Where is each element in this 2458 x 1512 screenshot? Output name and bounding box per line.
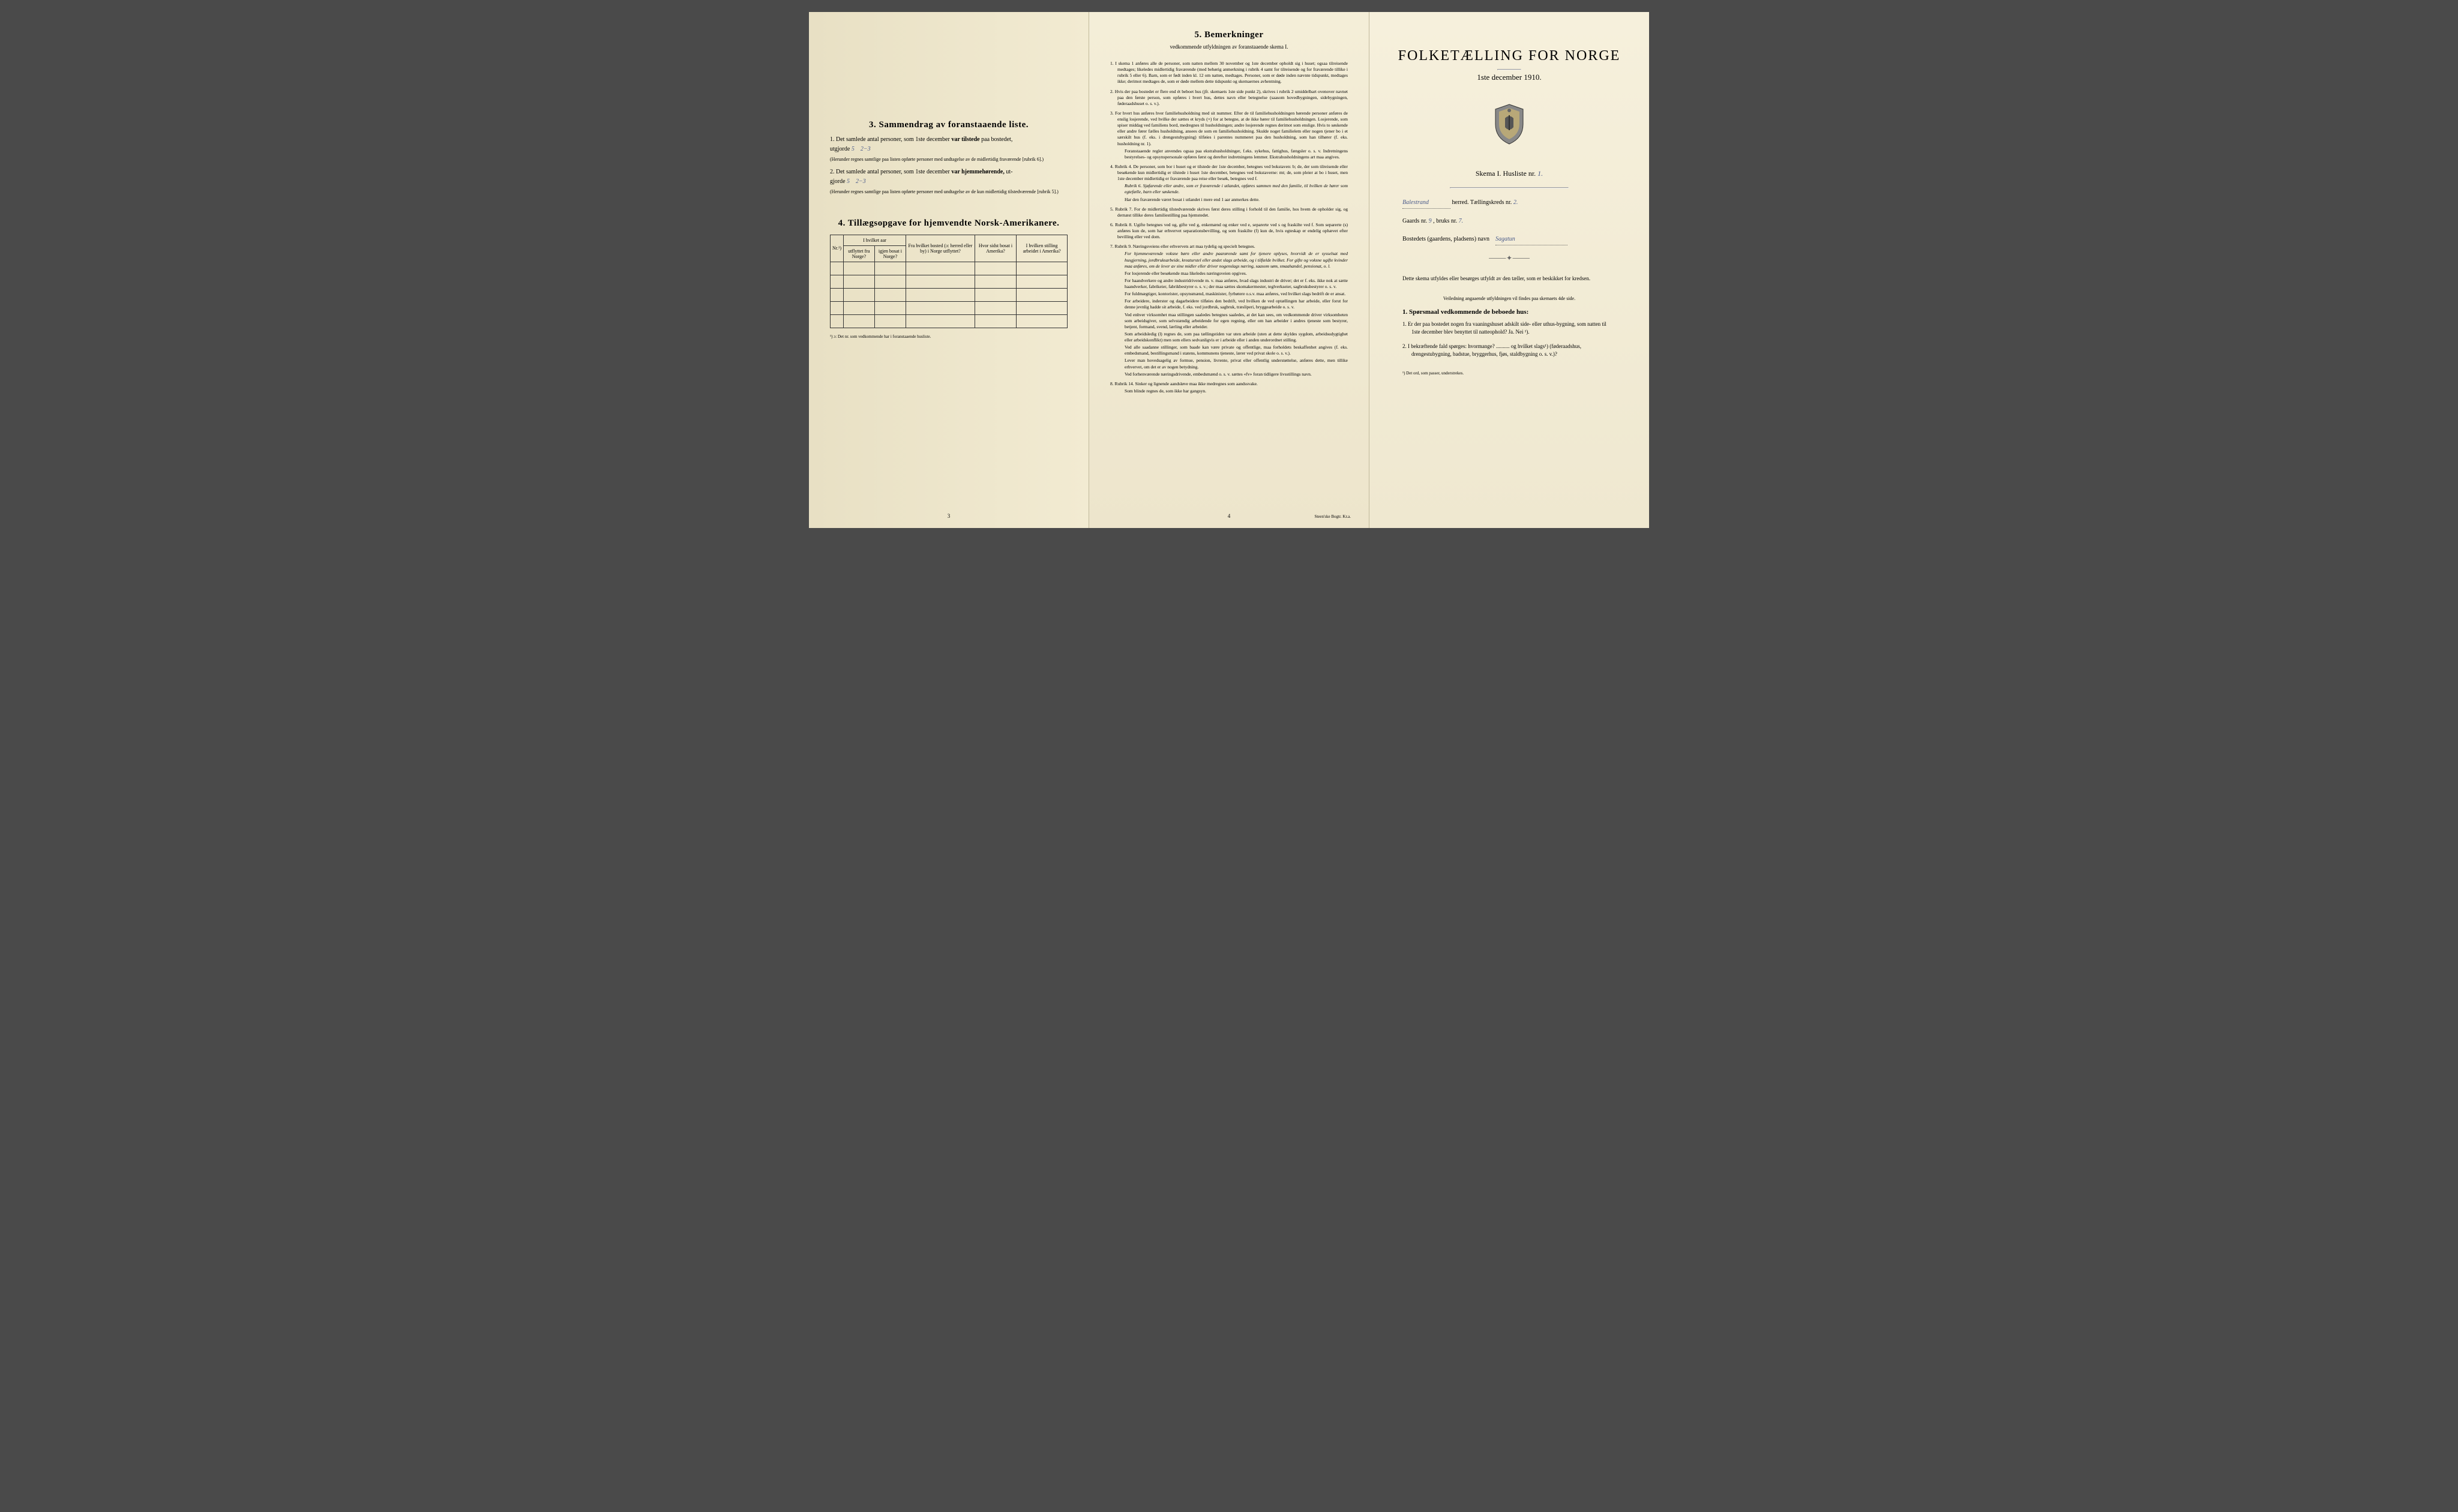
title-page: FOLKETÆLLING FOR NORGE 1ste december 191… [1369,12,1649,528]
table-row [831,288,1068,301]
remark-8: 8. Rubrik 14. Sinker og lignende aandslø… [1110,381,1348,394]
schema-header: Skema I. Husliste nr. 1. [1390,169,1628,178]
table-row [831,301,1068,314]
question-2: 2. I bekræftende fald spørges: hvormange… [1402,343,1616,359]
question-1: 1. Er der paa bostedet nogen fra vaaning… [1402,320,1616,337]
remark-1: 1. I skema 1 anføres alle de personer, s… [1110,61,1348,85]
remark-6: 6. Rubrik 8. Ugifte betegnes ved ug, gif… [1110,222,1348,240]
kreds-nr: 2. [1513,199,1518,206]
remark-4: 4. Rubrik 4. De personer, som bor i huse… [1110,164,1348,203]
remark-7: 7. Rubrik 9. Næringsveiens eller erhverv… [1110,244,1348,377]
item-1: 1. Det samlede antal personer, som 1ste … [830,135,1068,163]
herred-line: Balestrand herred. Tællingskreds nr. 2. [1402,197,1616,209]
census-date: 1ste december 1910. [1390,73,1628,82]
item-2: 2. Det samlede antal personer, som 1ste … [830,167,1068,195]
table-row [831,314,1068,328]
herred-name: Balestrand [1402,197,1450,209]
husliste-nr: 1. [1537,169,1543,178]
census-document: 3. Sammendrag av foranstaaende liste. 1.… [809,12,1649,528]
remark-2: 2. Hvis der paa bostedet er flere end ét… [1110,89,1348,107]
section-5-subtitle: vedkommende utfyldningen av foranstaaend… [1110,44,1348,50]
main-title: FOLKETÆLLING FOR NORGE [1390,48,1628,64]
gaards-line: Gaards nr. 9 , bruks nr. 7. [1402,216,1616,227]
table-footnote: ¹) ɔ: Det nr. som vedkommende har i fora… [830,334,1068,339]
page-4: 5. Bemerkninger vedkommende utfyldningen… [1089,12,1369,528]
bruks-nr: 7. [1459,218,1464,224]
table-row [831,275,1068,288]
remarks-list: 1. I skema 1 anføres alle de personer, s… [1110,61,1348,394]
emigrant-table: Nr.¹) I hvilket aar Fra hvilket bosted (… [830,235,1068,328]
question-block: 1. Spørsmaal vedkommende de beboede hus:… [1402,308,1616,359]
page-3: 3. Sammendrag av foranstaaende liste. 1.… [809,12,1089,528]
divider-icon: ⸻✦⸻ [1390,253,1628,263]
bosted-line: Bostedets (gaardens, pladsens) navn Saga… [1402,234,1616,245]
section-4-title: 4. Tillægsopgave for hjemvendte Norsk-Am… [830,218,1068,229]
gaards-nr: 9 [1429,218,1432,224]
handwritten-count-2b: 2−3 [856,178,866,185]
table-row [831,262,1068,275]
page-number: 4 [1228,513,1231,519]
remark-5: 5. Rubrik 7. For de midlertidig tilstedv… [1110,206,1348,218]
section-5-title: 5. Bemerkninger [1110,30,1348,40]
coat-of-arms-icon [1493,103,1526,145]
handwritten-count-1b: 2−3 [861,146,871,152]
page-number: 3 [948,513,951,519]
instruction-2: Veiledning angaaende utfyldningen vil fi… [1402,295,1616,302]
remark-3: 3. For hvert hus anføres hver familiehus… [1110,110,1348,160]
right-footnote: ¹) Det ord, som passer, understrekes. [1402,371,1616,376]
question-title: 1. Spørsmaal vedkommende de beboede hus: [1402,308,1616,316]
handwritten-count-1a: 5 [852,146,855,152]
instruction-1: Dette skema utfyldes eller besørges utfy… [1402,275,1616,283]
printer-mark: Steen'ske Bogtr. Kr.a. [1314,514,1351,519]
section-3-title: 3. Sammendrag av foranstaaende liste. [830,120,1068,130]
handwritten-count-2a: 5 [847,178,850,185]
bosted-name: Sagatun [1495,234,1567,245]
